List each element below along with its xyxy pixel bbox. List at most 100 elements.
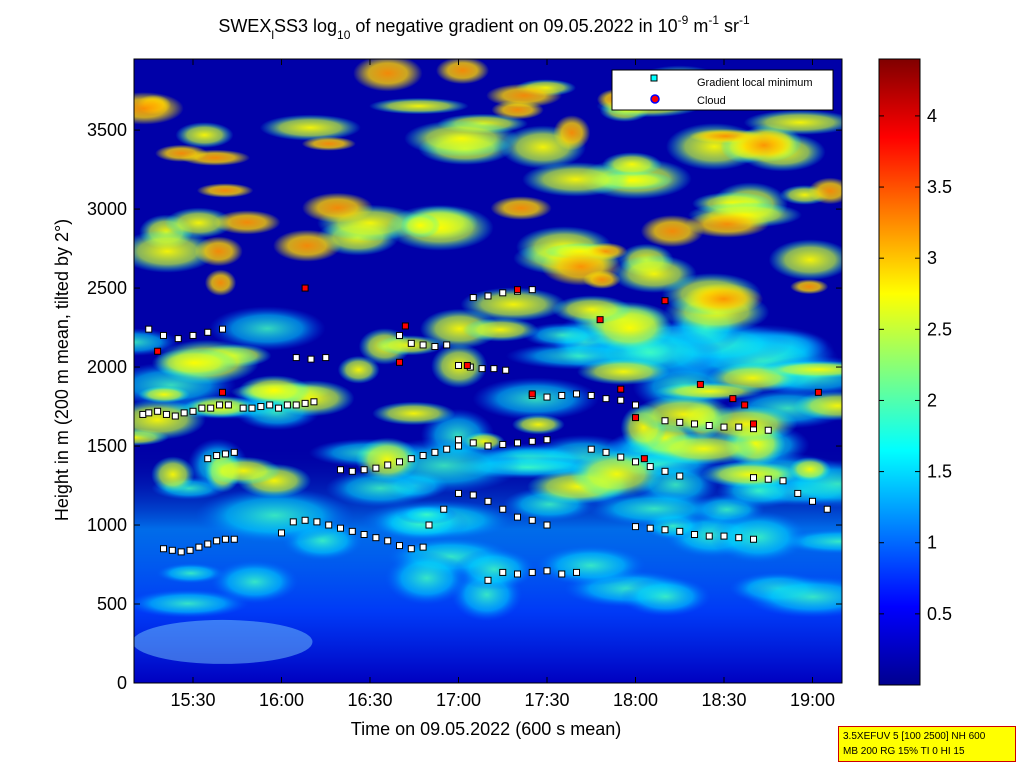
- y-tick-label: 3500: [87, 120, 127, 140]
- texture-yellow: [700, 461, 799, 488]
- texture-yellow: [511, 414, 565, 435]
- gradient-minimum-point: [632, 401, 639, 409]
- gradient-minimum-point: [310, 398, 318, 406]
- cloud-point: [729, 395, 737, 403]
- texture-yellow: [404, 119, 519, 157]
- gradient-minimum-point: [219, 325, 226, 333]
- gradient-minimum-point: [322, 354, 330, 362]
- gradient-minimum-point: [348, 527, 356, 535]
- gradient-minimum-point: [407, 545, 415, 553]
- gradient-minimum-point: [337, 524, 344, 532]
- cloud-point: [617, 385, 625, 393]
- gradient-minimum-point: [528, 568, 536, 576]
- texture-yellow: [611, 254, 697, 293]
- texture-orange: [196, 183, 254, 198]
- y-tick-label: 0: [117, 673, 127, 693]
- texture-yellow: [400, 212, 441, 239]
- gradient-minimum-point: [216, 401, 224, 409]
- gradient-minimum-point: [720, 532, 728, 540]
- gradient-minimum-point: [160, 545, 167, 553]
- texture-yellow: [761, 360, 842, 379]
- gradient-minimum-point: [419, 543, 427, 551]
- gradient-minimum-point: [646, 524, 654, 532]
- texture-yellow: [164, 207, 233, 239]
- y-tick-label: 1000: [87, 515, 127, 535]
- cloud-markers: [154, 284, 822, 463]
- colorbar-tick-label: 2.5: [927, 319, 952, 339]
- gradient-minimum-point: [313, 518, 321, 526]
- colorbar-tick-label: 3: [927, 248, 937, 268]
- texture-yellow: [134, 229, 217, 273]
- gradient-minimum-point: [195, 543, 203, 551]
- gradient-minimum-point: [230, 448, 238, 456]
- legend-cloud-marker: [650, 94, 660, 104]
- gradient-minimum-point: [484, 292, 492, 300]
- gradient-minimum-point: [543, 436, 551, 444]
- gradient-minimum-point: [154, 407, 162, 415]
- texture-yellow: [633, 395, 735, 434]
- gradient-minimum-point: [691, 420, 698, 428]
- y-axis-label: Height in m (200 m mean, tilted by 2°): [52, 219, 72, 521]
- gradient-minimum-point: [204, 328, 212, 336]
- gradient-minimum-point: [691, 531, 698, 539]
- cloud-point: [463, 361, 471, 369]
- gradient-minimum-point: [407, 339, 415, 347]
- heatmap-texture: [134, 59, 842, 683]
- texture-cyan: [453, 548, 535, 591]
- gradient-minimum-point: [499, 289, 507, 297]
- gradient-minimum-point: [396, 542, 403, 550]
- texture-yellow: [368, 97, 469, 115]
- gradient-minimum-point: [396, 331, 403, 339]
- gradient-minimum-point: [177, 548, 185, 556]
- gradient-minimum-point: [180, 409, 188, 417]
- colorbar-gradient: [878, 58, 921, 686]
- texture-orange: [213, 210, 281, 235]
- gradient-minimum-point: [407, 455, 415, 463]
- gradient-minimum-point: [189, 407, 197, 415]
- cloud-point: [596, 316, 604, 324]
- colorbar-tick-label: 1.5: [927, 462, 952, 482]
- gradient-minimum-point: [823, 505, 831, 513]
- gradient-minimum-point: [676, 418, 684, 426]
- gradient-minimum-point: [440, 505, 448, 513]
- texture-yellow: [259, 114, 361, 141]
- gradient-minimum-point: [419, 452, 427, 460]
- gradient-minimum-point: [543, 521, 551, 529]
- gradient-minimum-point: [720, 423, 728, 431]
- parameter-info-box: 3.5XEFUV 5 [100 2500] NH 600 MB 200 RG 1…: [838, 726, 1016, 762]
- gradient-minimum-point: [573, 390, 580, 398]
- gradient-minimum-point: [514, 439, 521, 447]
- gradient-minimum-point: [204, 540, 212, 548]
- texture-cyan: [134, 589, 249, 618]
- texture-orange: [583, 270, 621, 289]
- texture-orange: [490, 196, 552, 220]
- gradient-minimum-point: [543, 567, 551, 575]
- plot-frame: [133, 58, 843, 684]
- gradient-minimum-point: [325, 521, 333, 529]
- cloud-point: [301, 284, 309, 292]
- texture-orange: [194, 236, 243, 267]
- texture-orange: [302, 192, 374, 223]
- gradient-minimum-point: [278, 529, 285, 537]
- gradient-minimum-point: [602, 448, 610, 456]
- gradient-minimum-point: [528, 286, 536, 294]
- texture-yellow: [175, 122, 234, 148]
- texture-yellow: [151, 348, 237, 378]
- info-line-2: MB 200 RG 15% TI 0 HI 15: [843, 746, 965, 757]
- chart-title: SWEXlSS3 log10 of negative gradient on 0…: [218, 13, 750, 42]
- gradient-minimum-point: [750, 474, 757, 482]
- gradient-minimum-point: [646, 463, 654, 471]
- gradient-minimum-point: [189, 331, 197, 339]
- info-line-1: 3.5XEFUV 5 [100 2500] NH 600: [843, 731, 986, 742]
- gradient-minimum-point: [469, 294, 477, 302]
- gradient-minimum-point: [213, 452, 221, 460]
- cloud-point: [154, 347, 162, 355]
- texture-orange: [553, 115, 591, 151]
- texture-yellow: [522, 162, 630, 197]
- gradient-minimum-point: [499, 505, 507, 513]
- texture-cyan: [535, 545, 646, 586]
- texture-orange: [808, 177, 842, 205]
- gradient-minimum-point: [384, 537, 392, 545]
- gradient-minimum-point: [289, 518, 297, 526]
- cloud-point: [396, 358, 403, 366]
